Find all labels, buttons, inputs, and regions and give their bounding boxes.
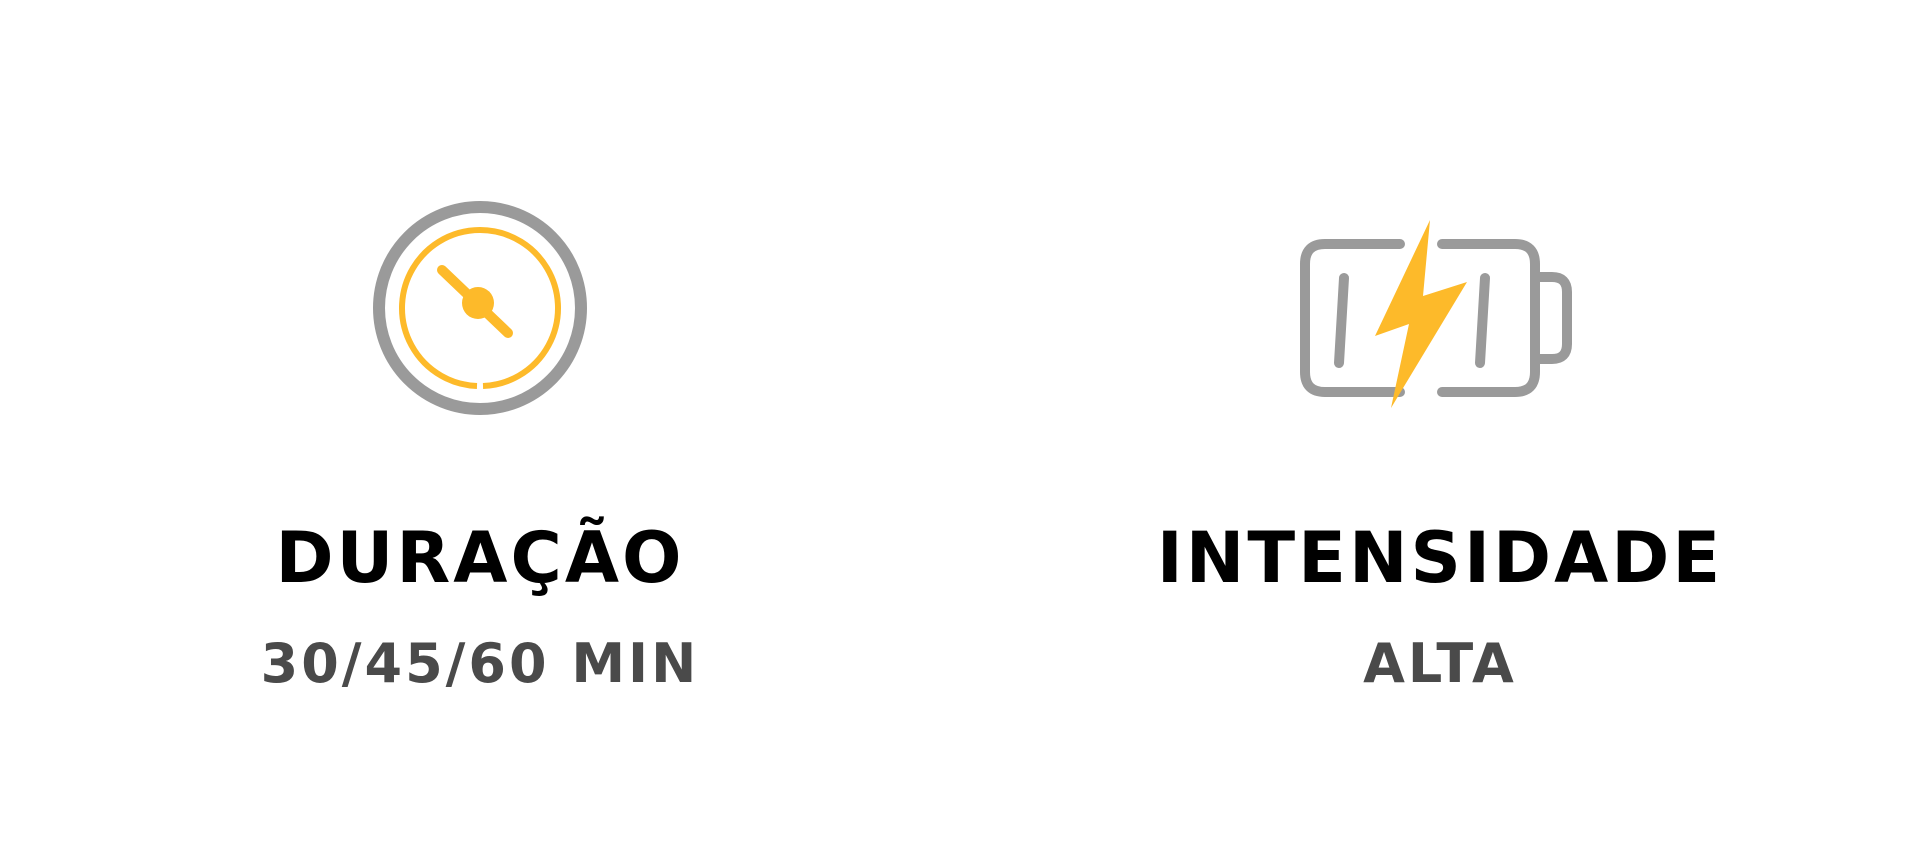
feature-duration: DURAÇÃO 30/45/60 MIN (260, 188, 700, 695)
battery-charging-icon (1290, 212, 1590, 422)
stopwatch-icon (360, 188, 600, 428)
feature-value: ALTA (1363, 632, 1517, 695)
feature-value: 30/45/60 MIN (260, 632, 700, 695)
feature-title: DURAÇÃO (275, 517, 685, 599)
feature-intensity: INTENSIDADE ALTA (960, 0, 1920, 860)
feature-title: INTENSIDADE (1156, 517, 1724, 599)
